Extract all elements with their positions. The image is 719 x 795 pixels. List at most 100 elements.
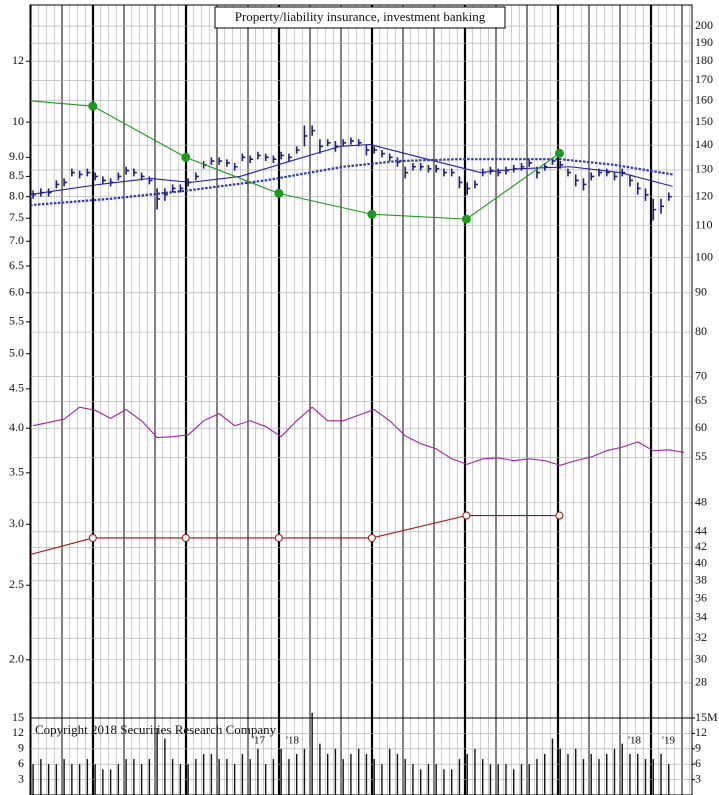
y-tick-label: 12	[12, 53, 24, 67]
grid	[30, 5, 692, 795]
y2-tick-label: 38	[695, 573, 707, 587]
price-bar	[621, 168, 626, 177]
price-bar	[404, 166, 409, 179]
price-bar	[171, 184, 176, 193]
plot-frame	[29, 4, 693, 795]
price-bar	[86, 168, 91, 177]
annotation: Copyright 2018 Securities Research Compa…	[35, 722, 277, 737]
price-bar	[257, 151, 261, 160]
price-bar	[636, 182, 641, 195]
price-bar	[443, 168, 447, 177]
series-marker	[88, 101, 98, 111]
price-bar	[660, 198, 664, 214]
price-bar	[667, 192, 672, 201]
y-tick-label: 15	[12, 710, 24, 724]
y2-tick-label: 42	[695, 539, 707, 553]
price-bar	[303, 125, 308, 147]
price-bar	[78, 170, 83, 179]
y2-tick-label: 55	[695, 449, 707, 463]
series-marker	[181, 152, 191, 162]
price-bar	[567, 168, 571, 177]
price-bar	[629, 174, 633, 187]
y-tick-label: 8.5	[9, 168, 24, 182]
series-line	[32, 406, 685, 466]
y2-tick-label: 110	[695, 217, 713, 231]
annotation: '18	[628, 735, 641, 747]
series-marker	[462, 511, 471, 520]
price-bar	[342, 139, 347, 147]
price-bar	[264, 153, 269, 162]
y2-tick-label: 80	[695, 324, 707, 338]
price-bar	[241, 153, 246, 162]
price-bar	[280, 151, 285, 160]
price-bar	[311, 125, 316, 136]
y-tick-label: 10	[12, 114, 24, 128]
price-bar	[272, 155, 277, 163]
series-marker	[461, 214, 471, 224]
y-tick-label: 4.5	[9, 381, 24, 395]
y2-tick-label: 60	[695, 420, 707, 434]
y-tick-label: 9	[18, 741, 24, 755]
y-tick-label: 3	[18, 771, 24, 785]
price-bar	[334, 141, 339, 152]
price-bar	[156, 188, 161, 210]
price-bar	[71, 168, 75, 177]
price-bar	[148, 176, 153, 185]
price-bar	[179, 184, 184, 193]
price-bar	[326, 139, 331, 147]
price-bar	[419, 162, 424, 171]
price-bar	[605, 168, 610, 177]
series-marker	[555, 511, 564, 520]
y-tick-label: 6.0	[9, 285, 24, 299]
y2-tick-label: 130	[695, 162, 713, 176]
y2-tick-label: 6	[695, 756, 701, 770]
price-bar	[63, 178, 68, 187]
y2-tick-label: 120	[695, 188, 713, 202]
price-bar	[652, 198, 657, 221]
y-tick-label: 6	[18, 756, 24, 770]
price-bar	[497, 168, 502, 177]
y-tick-label: 12	[12, 725, 24, 739]
price-bar	[233, 162, 238, 171]
series-marker	[554, 148, 564, 158]
y2-tick-label: 190	[695, 35, 713, 49]
y2-tick-label: 70	[695, 368, 707, 382]
y-tick-label: 3.5	[9, 465, 24, 479]
price-bar	[644, 188, 649, 201]
y2-tick-label: 36	[695, 591, 707, 605]
annotation: '19	[662, 735, 675, 747]
price-bar	[582, 178, 587, 191]
price-bar	[350, 137, 354, 145]
price-bar	[249, 155, 254, 163]
y2-tick-label: 140	[695, 137, 713, 151]
price-bar	[288, 153, 292, 162]
marks	[29, 100, 685, 795]
series-marker	[88, 533, 97, 542]
series-marker	[367, 533, 376, 542]
y-tick-label: 4.0	[9, 420, 24, 434]
series-marker	[274, 533, 283, 542]
price-bar	[489, 166, 494, 175]
price-bar	[427, 164, 432, 173]
price-bar	[388, 153, 393, 162]
price-bar	[164, 188, 168, 201]
y2-tick-label: 200	[695, 18, 713, 32]
y2-tick-label: 34	[695, 610, 707, 624]
y2-tick-label: 12	[695, 725, 707, 739]
title-box	[214, 6, 506, 29]
y2-tick-label: 180	[695, 53, 713, 67]
series-marker	[181, 533, 190, 542]
price-bar	[435, 164, 440, 173]
price-bar	[295, 146, 300, 154]
y2-tick-label: 160	[695, 92, 713, 106]
price-bar	[102, 176, 106, 185]
y-tick-label: 7.5	[9, 210, 24, 224]
y-tick-label: 2.0	[9, 652, 24, 666]
price-bar	[574, 174, 579, 187]
y-tick-label: 5.5	[9, 314, 24, 328]
price-bar	[94, 172, 99, 181]
y2-tick-label: 28	[695, 675, 707, 689]
price-bar	[458, 176, 463, 189]
y2-tick-label: 3	[695, 771, 701, 785]
